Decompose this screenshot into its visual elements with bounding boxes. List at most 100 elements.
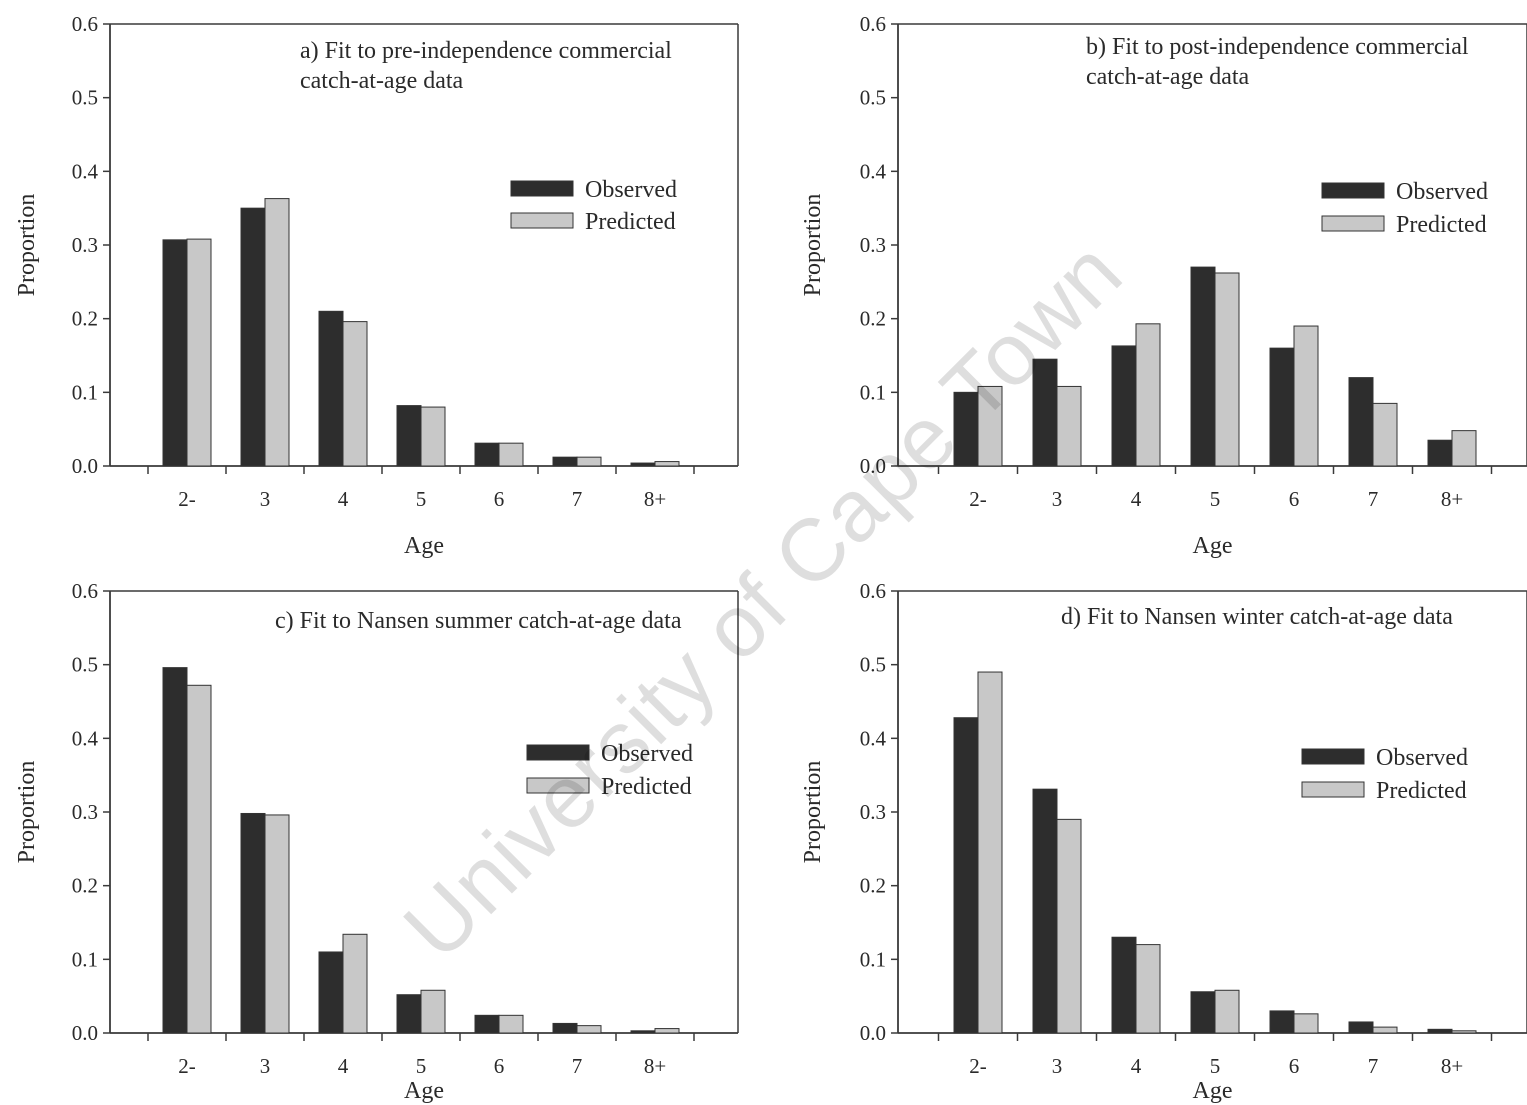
bar-predicted-7 xyxy=(576,1025,602,1034)
x-axis-label: Age xyxy=(404,1078,444,1104)
bar-observed-5 xyxy=(396,405,422,467)
legend-swatch-predicted xyxy=(526,777,590,794)
y-tick-label: 0.1 xyxy=(860,947,886,971)
x-tick-label: 7 xyxy=(1368,1054,1379,1078)
legend-label: Predicted xyxy=(1376,778,1467,804)
y-tick-label: 0.2 xyxy=(72,307,98,331)
legend-label: Observed xyxy=(1396,179,1488,205)
bar-observed-2- xyxy=(953,391,979,467)
panel-title: c) Fit to Nansen summer catch-at-age dat… xyxy=(275,608,682,634)
bar-observed-4 xyxy=(1111,936,1137,1034)
bar-predicted-5 xyxy=(420,406,446,467)
bar-predicted-3 xyxy=(264,814,290,1034)
x-tick-label: 5 xyxy=(416,1054,427,1078)
bar-predicted-5 xyxy=(1214,272,1240,467)
panel-d: 0.0 0.1 0.2 0.3 0.4 0.5 0.6 2- 3 4 5 6 7 8+ Age Proport… xyxy=(800,579,1527,1104)
bar-predicted-7 xyxy=(576,456,602,467)
y-tick-label: 0.2 xyxy=(860,307,886,331)
legend-label: Predicted xyxy=(1396,212,1487,238)
bar-observed-8+ xyxy=(630,1030,656,1034)
x-tick-label: 7 xyxy=(1368,487,1379,511)
bar-predicted-3 xyxy=(1056,818,1082,1034)
bar-observed-2- xyxy=(953,717,979,1034)
legend-label: Observed xyxy=(585,177,677,203)
bar-predicted-2- xyxy=(186,684,212,1034)
legend-swatch-observed xyxy=(510,180,574,197)
bar-predicted-4 xyxy=(342,933,368,1034)
x-tick-label: 8+ xyxy=(644,1054,666,1078)
panel-title: catch-at-age data xyxy=(1086,64,1250,90)
x-tick-label: 3 xyxy=(1052,1054,1063,1078)
x-tick-label: 8+ xyxy=(1441,1054,1463,1078)
y-tick-label: 0.5 xyxy=(72,653,98,677)
y-axis-label: Proportion xyxy=(14,194,40,297)
x-tick-label: 6 xyxy=(494,1054,505,1078)
y-tick-label: 0.3 xyxy=(860,233,886,257)
legend-label: Observed xyxy=(1376,745,1468,771)
bar-observed-6 xyxy=(474,1014,500,1034)
legend-swatch-observed xyxy=(1321,182,1385,199)
y-tick-label: 0.2 xyxy=(72,874,98,898)
bar-predicted-2- xyxy=(186,238,212,467)
legend: Observed Predicted xyxy=(1321,179,1488,238)
x-tick-label: 6 xyxy=(494,487,505,511)
bar-predicted-8+ xyxy=(1451,1030,1477,1034)
bar-predicted-7 xyxy=(1372,1026,1398,1034)
bar-observed-5 xyxy=(396,994,422,1034)
y-axis-label: Proportion xyxy=(14,761,40,864)
y-tick-label: 0.5 xyxy=(72,86,98,110)
panel-c: 0.0 0.1 0.2 0.3 0.4 0.5 0.6 2- 3 4 5 6 7 8+ Age Proport… xyxy=(14,579,739,1104)
x-axis-label: Age xyxy=(404,533,444,559)
bar-observed-2- xyxy=(162,667,188,1034)
y-tick-label: 0.2 xyxy=(860,874,886,898)
x-axis-label: Age xyxy=(1193,1078,1233,1104)
bar-observed-4 xyxy=(318,310,344,467)
x-tick-label: 3 xyxy=(260,487,271,511)
y-tick-label: 0.4 xyxy=(860,159,887,183)
y-tick-label: 0.1 xyxy=(860,380,886,404)
bar-observed-2- xyxy=(162,239,188,467)
y-tick-label: 0.0 xyxy=(860,1021,886,1045)
legend: Observed Predicted xyxy=(526,741,693,800)
legend-swatch-predicted xyxy=(1301,781,1365,798)
x-tick-label: 2- xyxy=(969,487,987,511)
legend-swatch-observed xyxy=(526,744,590,761)
legend: Observed Predicted xyxy=(1301,745,1468,804)
legend-swatch-observed xyxy=(1301,748,1365,765)
y-tick-label: 0.3 xyxy=(860,800,886,824)
panel-title: a) Fit to pre-independence commercial xyxy=(300,38,672,64)
bar-observed-3 xyxy=(1032,358,1058,467)
bar-predicted-6 xyxy=(1293,1013,1319,1034)
bar-observed-3 xyxy=(1032,788,1058,1034)
panel-a: 0.0 0.1 0.2 0.3 0.4 0.5 0.6 2- 3 4 5 6 7 8+ Age Proport… xyxy=(14,12,739,559)
x-tick-label: 4 xyxy=(1131,487,1142,511)
legend: Observed Predicted xyxy=(510,177,677,235)
y-tick-label: 0.6 xyxy=(72,12,98,36)
bar-predicted-4 xyxy=(1135,944,1161,1034)
y-axis-label: Proportion xyxy=(800,761,826,864)
panel-title: d) Fit to Nansen winter catch-at-age dat… xyxy=(1061,604,1453,630)
x-tick-label: 5 xyxy=(1210,1054,1221,1078)
bar-observed-7 xyxy=(552,1022,578,1034)
bar-observed-8+ xyxy=(1427,439,1453,467)
y-tick-label: 0.4 xyxy=(72,726,99,750)
bar-predicted-3 xyxy=(264,198,290,467)
y-tick-label: 0.0 xyxy=(72,454,98,478)
panel-title: b) Fit to post-independence commercial xyxy=(1086,34,1469,60)
bar-observed-6 xyxy=(474,442,500,467)
x-tick-label: 6 xyxy=(1289,487,1300,511)
x-tick-label: 8+ xyxy=(644,487,666,511)
y-tick-label: 0.6 xyxy=(860,12,886,36)
bar-observed-6 xyxy=(1269,1010,1295,1034)
x-tick-label: 2- xyxy=(178,1054,196,1078)
panel-title: catch-at-age data xyxy=(300,68,464,94)
x-tick-label: 4 xyxy=(338,1054,349,1078)
panel-b: 0.0 0.1 0.2 0.3 0.4 0.5 0.6 2- 3 4 5 6 7 8+ Age Proport… xyxy=(800,12,1527,559)
bar-observed-8+ xyxy=(1427,1028,1453,1034)
x-tick-label: 2- xyxy=(969,1054,987,1078)
bar-observed-4 xyxy=(318,951,344,1034)
legend-label: Predicted xyxy=(585,209,676,235)
y-tick-label: 0.3 xyxy=(72,233,98,257)
y-tick-label: 0.6 xyxy=(860,579,886,603)
bar-predicted-4 xyxy=(342,321,368,467)
